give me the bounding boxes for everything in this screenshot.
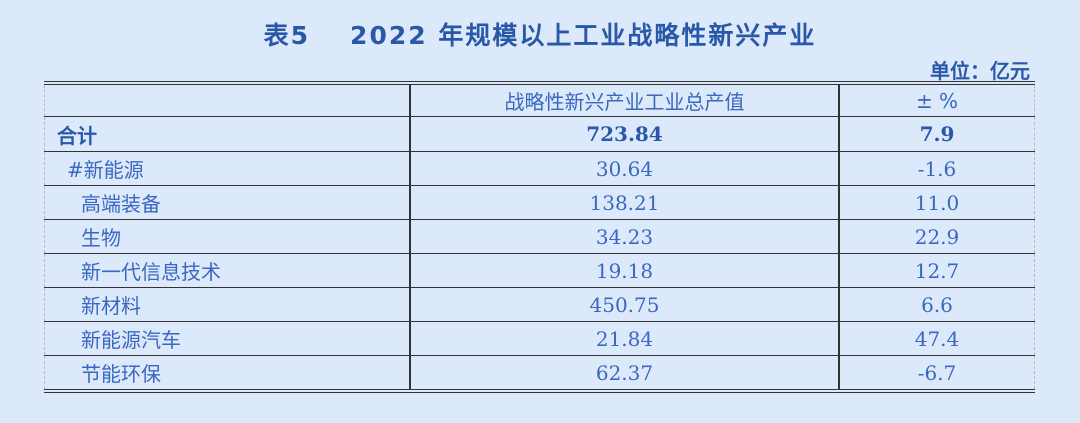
row-change: 22.9 (839, 219, 1035, 254)
row-change: 47.4 (839, 321, 1035, 356)
header-cell (44, 83, 411, 117)
row-change: -6.7 (839, 355, 1035, 392)
unit-label: 单位：亿元 (930, 59, 1030, 83)
header-cell: 战略性新兴产业工业总产值 (410, 83, 840, 117)
row-name: 合计 (44, 116, 411, 152)
row-change: 6.6 (839, 287, 1035, 322)
table-row: 新能源汽车 21.84 47.4 (44, 321, 1035, 356)
row-name: #新能源 (44, 151, 411, 186)
row-name: 新材料 (44, 287, 411, 322)
row-value: 138.21 (410, 185, 840, 220)
table-row: 新一代信息技术 19.18 12.7 (44, 253, 1035, 288)
table-row: 新材料 450.75 6.6 (44, 287, 1035, 322)
table-row: 节能环保 62.37 -6.7 (44, 355, 1035, 392)
row-name: 生物 (44, 219, 411, 254)
total-row: 合计 723.84 7.9 (44, 116, 1035, 152)
header-cell: ± % (839, 83, 1035, 117)
row-name: 新能源汽车 (44, 321, 411, 356)
row-change: 12.7 (839, 253, 1035, 288)
header-row: 战略性新兴产业工业总产值 ± % (44, 83, 1035, 117)
row-change: 11.0 (839, 185, 1035, 220)
row-name: 新一代信息技术 (44, 253, 411, 288)
row-change: 7.9 (839, 116, 1035, 152)
row-change: -1.6 (839, 151, 1035, 186)
row-value: 34.23 (410, 219, 840, 254)
data-table: 战略性新兴产业工业总产值 ± % 合计 723.84 7.9 #新能源 30.64… (44, 81, 1035, 393)
row-value: 62.37 (410, 355, 840, 392)
row-value: 723.84 (410, 116, 840, 152)
table-row: 高端装备 138.21 11.0 (44, 185, 1035, 220)
row-value: 19.18 (410, 253, 840, 288)
row-name: 节能环保 (44, 355, 411, 392)
row-name: 高端装备 (44, 185, 411, 220)
row-value: 21.84 (410, 321, 840, 356)
row-value: 450.75 (410, 287, 840, 322)
table-row: 生物 34.23 22.9 (44, 219, 1035, 254)
table-row: #新能源 30.64 -1.6 (44, 151, 1035, 186)
row-value: 30.64 (410, 151, 840, 186)
table-title: 表5 2022 年规模以上工业战略性新兴产业 (263, 21, 817, 50)
